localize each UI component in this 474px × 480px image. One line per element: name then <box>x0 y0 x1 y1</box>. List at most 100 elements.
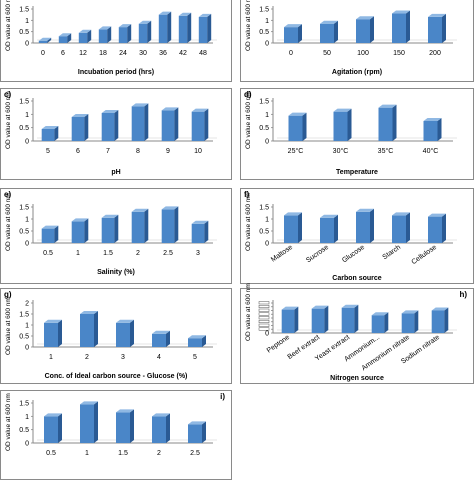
bar-a-1 <box>58 33 72 43</box>
bar-a-7 <box>178 12 192 43</box>
bar-g-3 <box>152 330 170 347</box>
y-tick-label-g: 2 <box>25 301 29 308</box>
bar-f-0 <box>284 212 302 243</box>
bar-d-3 <box>423 118 442 141</box>
x-tick-label-f: Maltose <box>270 244 294 264</box>
y-tick-glyph-h <box>258 323 270 327</box>
x-tick-label-e: 0.5 <box>43 250 53 257</box>
bar-a-3 <box>98 26 112 43</box>
bar-d-2 <box>378 104 397 141</box>
y-tick-label-b: 1 <box>265 18 269 25</box>
y-tick-label-c: 0.5 <box>19 125 29 132</box>
x-axis-label-f: Carbon source <box>332 275 382 282</box>
y-tick-label-i: 1 <box>25 414 29 421</box>
x-axis-label-e: Salinity (%) <box>97 269 135 276</box>
x-tick-label-a: 12 <box>79 50 87 57</box>
bar-e-5 <box>191 220 209 243</box>
x-tick-label-f: Starch <box>382 244 403 261</box>
bar-b-0 <box>284 24 302 43</box>
y-tick-label-a: 1 <box>25 18 29 25</box>
bar-a-8 <box>198 13 212 43</box>
chart-e-svg: 0 0.5 1 1.5 0.5 1 1.5 2 2.5 3 <box>19 204 217 257</box>
bar-c-5 <box>191 108 209 141</box>
bar-c-2 <box>101 110 119 141</box>
bar-f-3 <box>392 212 410 243</box>
y-tick-glyph-h <box>258 316 270 320</box>
x-tick-label-i: 1.5 <box>118 450 128 457</box>
x-tick-label-i: 1 <box>85 450 89 457</box>
chart-d-svg: 0 0.5 1 1.5 25°C 30°C 35°C 40°C <box>259 98 457 155</box>
x-tick-label-c: 10 <box>194 148 202 155</box>
x-tick-label-c: 7 <box>106 148 110 155</box>
chart-f-svg: 0 0.5 1 1.5 Maltose Sucrose Glucose Starch Cellu… <box>259 204 457 266</box>
y-tick-label-e: 0 <box>25 241 29 248</box>
bar-b-3 <box>392 10 410 43</box>
y-tick-label-i: 1.5 <box>19 401 29 408</box>
x-tick-label-g: 5 <box>193 354 197 361</box>
x-tick-label-a: 0 <box>41 50 45 57</box>
bar-i-1 <box>80 401 98 443</box>
y-axis-label-i: OD value at 600 nm <box>5 393 12 451</box>
x-tick-label-e: 1 <box>76 250 80 257</box>
x-tick-label-i: 0.5 <box>46 450 56 457</box>
x-axis-label-g: Conc. of Ideal carbon source - Glucose (… <box>44 373 188 380</box>
chart-a-svg: 0 0.5 1 1.5 0 6 12 18 24 30 36 42 48 <box>19 6 217 57</box>
chart-panel-g: 0 0.5 1 1.5 2 1 2 3 4 5 OD value at 600 nm Conc. of… <box>0 288 232 384</box>
x-tick-label-a: 18 <box>99 50 107 57</box>
y-tick-label-f: 0.5 <box>259 229 269 236</box>
y-tick-label-e: 1 <box>25 217 29 224</box>
bar-g-2 <box>116 319 134 347</box>
panel-label-c: c) <box>4 90 12 99</box>
bar-h-4 <box>401 310 419 333</box>
x-tick-label-b: 0 <box>289 50 293 57</box>
y-tick-glyph-h <box>258 308 270 312</box>
panel-label-f: f) <box>244 190 250 199</box>
y-tick-label-d: 0.5 <box>259 125 269 132</box>
chart-g-svg: 0 0.5 1 1.5 2 1 2 3 4 5 <box>19 300 217 361</box>
x-tick-label-d: 35°C <box>378 147 394 155</box>
bar-a-2 <box>78 29 92 43</box>
y-tick-label-e: 0.5 <box>19 229 29 236</box>
x-tick-label-f: Sucrose <box>305 244 330 265</box>
x-axis-label-d: Temperature <box>336 169 378 176</box>
y-tick-label-b: 1.5 <box>259 7 269 14</box>
chart-b-svg: 0 0.5 1 1.5 0 50 100 150 200 <box>259 6 457 57</box>
y-tick-label-e: 1.5 <box>19 205 29 212</box>
bar-a-5 <box>138 20 152 43</box>
x-tick-label-i: 2.5 <box>190 450 200 457</box>
bar-c-1 <box>71 114 89 141</box>
x-tick-label-d: 40°C <box>423 147 439 155</box>
bar-a-0 <box>38 37 52 43</box>
bar-h-3 <box>371 312 389 333</box>
x-tick-label-e: 1.5 <box>103 250 113 257</box>
x-tick-label-a: 6 <box>61 50 65 57</box>
x-tick-label-b: 50 <box>323 50 331 57</box>
bar-g-1 <box>80 311 98 347</box>
bar-d-1 <box>333 108 352 141</box>
x-tick-label-g: 3 <box>121 354 125 361</box>
chart-panel-h: 0 Peptone Beef extract Yeast extract Ammoniu… <box>240 283 474 384</box>
y-tick-label-b: 0 <box>265 41 269 48</box>
y-axis-label-b: OD value at 600 nm <box>245 0 252 51</box>
y-tick-label-d: 1.5 <box>259 99 269 106</box>
y-tick-label-d: 1 <box>265 112 269 119</box>
bar-h-0 <box>281 306 299 333</box>
x-tick-label-a: 24 <box>119 50 127 57</box>
chart-panel-a: 0 0.5 1 1.5 0 6 12 18 24 30 36 42 48 OD value at 600 … <box>0 0 232 82</box>
x-tick-label-b: 150 <box>393 50 405 57</box>
chart-c-svg: 0 0.5 1 1.5 5 6 7 8 9 10 <box>19 98 217 155</box>
y-tick-label-i: 0.5 <box>19 427 29 434</box>
bar-e-2 <box>101 214 119 243</box>
y-tick-label-c: 0 <box>25 139 29 146</box>
bar-c-4 <box>161 107 179 141</box>
x-tick-label-e: 3 <box>196 250 200 257</box>
bar-g-0 <box>44 319 62 347</box>
y-axis-label-a: OD value at 600 nm <box>5 0 12 51</box>
x-tick-label-i: 2 <box>157 450 161 457</box>
x-tick-label-g: 2 <box>85 354 89 361</box>
chart-panel-f: 0 0.5 1 1.5 Maltose Sucrose Glucose Starch Cellu… <box>240 188 474 284</box>
panel-label-i: i) <box>220 392 225 401</box>
x-tick-label-c: 5 <box>46 148 50 155</box>
y-tick-label-a: 1.5 <box>19 7 29 14</box>
